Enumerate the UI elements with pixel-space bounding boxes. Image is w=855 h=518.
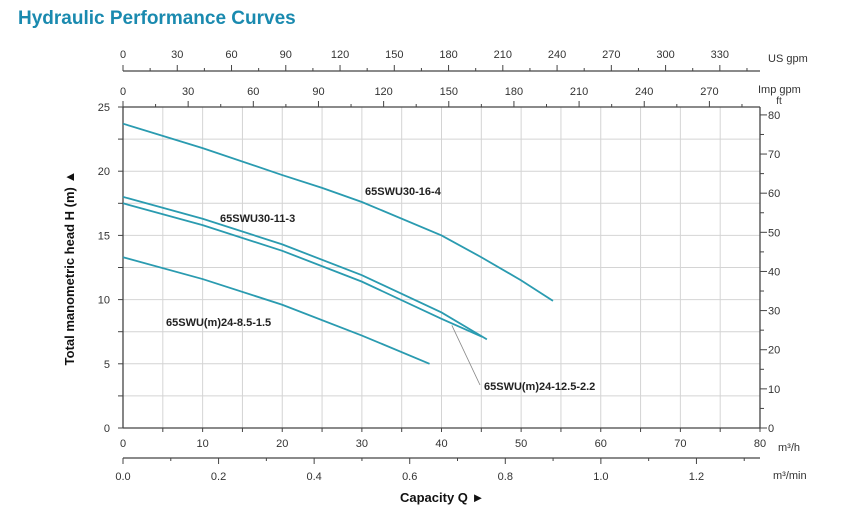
us-gpm-tick-label: 210: [494, 49, 512, 61]
us-gpm-tick-label: 300: [656, 49, 674, 61]
y-tick-label: 25: [98, 102, 110, 114]
us-gpm-tick-label: 270: [602, 49, 620, 61]
us-gpm-tick-label: 60: [225, 49, 237, 61]
ft-tick-label: 40: [768, 266, 780, 278]
ft-tick-label: 50: [768, 227, 780, 239]
m3-min-unit: m³/min: [773, 470, 807, 482]
series-label: 65SWU(m)24-8.5-1.5: [166, 317, 271, 329]
us-gpm-tick-label: 180: [439, 49, 457, 61]
series-label: 65SWU30-16-4: [365, 186, 442, 198]
ft-unit: ft: [776, 96, 782, 107]
us-gpm-tick-label: 330: [711, 49, 729, 61]
chart-title: Hydraulic Performance Curves: [18, 8, 296, 29]
ft-tick-label: 60: [768, 188, 780, 200]
imp-gpm-tick-label: 0: [120, 86, 126, 98]
curve-65swu-m-24-12-5-2-2: [122, 202, 483, 338]
x-tick-label: 60: [595, 438, 607, 450]
imp-gpm-tick-label: 120: [374, 86, 392, 98]
curve-65swu30-16-4: [122, 122, 554, 302]
ft-tick-label: 80: [768, 110, 780, 122]
series-label: 65SWU(m)24-12.5-2.2: [484, 381, 595, 393]
us-gpm-tick-label: 120: [331, 49, 349, 61]
imp-gpm-tick-label: 180: [505, 86, 523, 98]
ft-tick-label: 0: [768, 423, 774, 435]
m3-min-tick-label: 0.8: [498, 471, 513, 483]
y-tick-label: 10: [98, 295, 110, 307]
x-unit-label: m³/h: [778, 442, 800, 454]
m3-min-tick-label: 1.2: [689, 471, 704, 483]
m3-min-tick-label: 1.0: [593, 471, 608, 483]
us-gpm-tick-label: 30: [171, 49, 183, 61]
y-tick-label: 5: [104, 359, 110, 371]
y-tick-label: 0: [104, 423, 110, 435]
x-tick-label: 20: [276, 438, 288, 450]
m3-min-tick-label: 0.4: [306, 471, 321, 483]
ft-tick-label: 30: [768, 306, 780, 318]
us-gpm-tick-label: 0: [120, 49, 126, 61]
x-axis-title: Capacity Q ►: [400, 490, 484, 505]
us-gpm-tick-label: 150: [385, 49, 403, 61]
imp-gpm-tick-label: 30: [182, 86, 194, 98]
ft-tick-label: 10: [768, 384, 780, 396]
imp-gpm-tick-label: 210: [570, 86, 588, 98]
imp-gpm-tick-label: 60: [247, 86, 259, 98]
imp-gpm-tick-label: 240: [635, 86, 653, 98]
imp-gpm-tick-label: 90: [312, 86, 324, 98]
x-tick-label: 40: [435, 438, 447, 450]
us-gpm-tick-label: 90: [280, 49, 292, 61]
imp-gpm-tick-label: 150: [440, 86, 458, 98]
ft-tick-label: 70: [768, 149, 780, 161]
x-tick-label: 0: [120, 438, 126, 450]
ft-tick-label: 20: [768, 345, 780, 357]
m3-min-tick-label: 0.0: [115, 471, 130, 483]
x-tick-label: 30: [356, 438, 368, 450]
curve-65swu30-11-3: [122, 196, 488, 341]
x-tick-label: 70: [674, 438, 686, 450]
label-leader-line: [451, 325, 481, 386]
x-tick-label: 50: [515, 438, 527, 450]
series-label: 65SWU30-11-3: [220, 213, 295, 225]
y-tick-label: 20: [98, 166, 110, 178]
us-gpm-tick-label: 240: [548, 49, 566, 61]
x-tick-label: 80: [754, 438, 766, 450]
m3-min-tick-label: 0.6: [402, 471, 417, 483]
us-gpm-unit: US gpm: [768, 53, 808, 65]
imp-gpm-unit: Imp gpm: [758, 84, 801, 96]
y-tick-label: 15: [98, 230, 110, 242]
y-axis-title: Total manometric head H (m) ▲: [62, 171, 77, 366]
x-tick-label: 10: [197, 438, 209, 450]
m3-min-tick-label: 0.2: [211, 471, 226, 483]
curve-65swu-m-24-8-5-1-5: [122, 256, 430, 365]
imp-gpm-tick-label: 270: [700, 86, 718, 98]
